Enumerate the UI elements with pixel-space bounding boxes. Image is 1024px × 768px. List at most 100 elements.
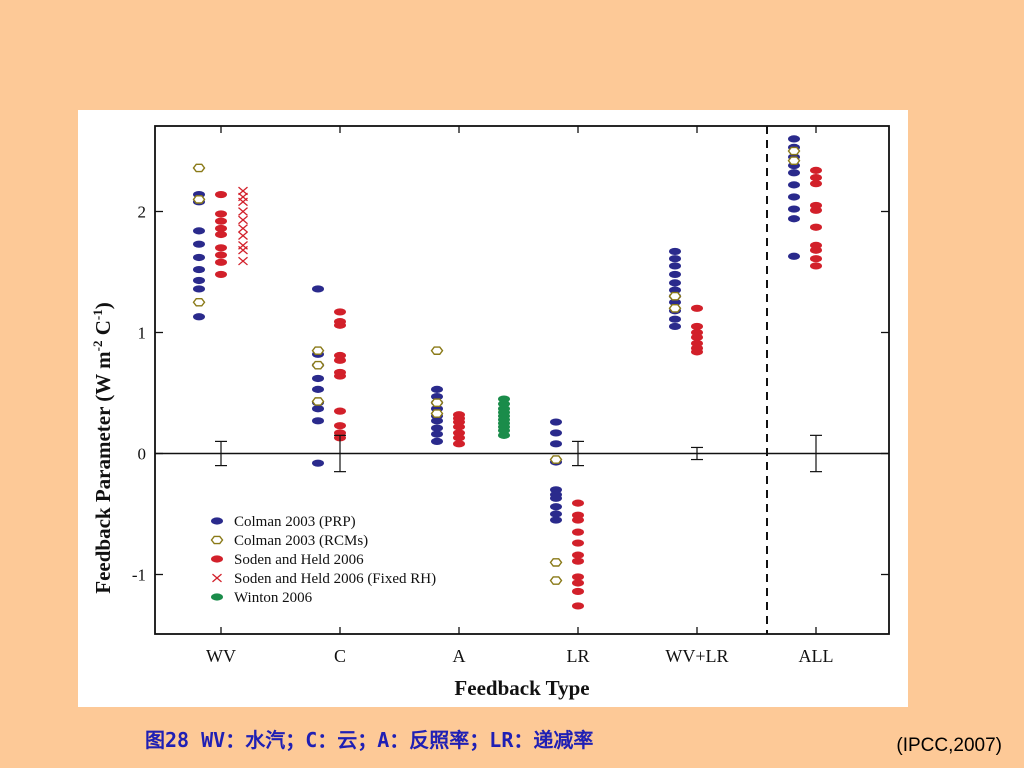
- legend: Colman 2003 (PRP) Colman 2003 (RCMs) Soden…: [210, 514, 436, 606]
- data-point: [334, 356, 346, 364]
- legend-marker: [211, 555, 223, 563]
- y-tick-label: 1: [138, 324, 147, 343]
- data-point: [312, 417, 324, 425]
- x-tick-label-a: A: [453, 646, 466, 666]
- data-point: [669, 247, 681, 256]
- data-point: [192, 163, 206, 173]
- legend-label: Colman 2003 (RCMs): [234, 533, 368, 549]
- data-point: [238, 197, 248, 207]
- data-point: [669, 255, 681, 263]
- data-markers: [192, 135, 822, 610]
- data-point: [788, 205, 800, 213]
- data-point: [810, 166, 822, 174]
- data-point-stroke-b: [238, 245, 248, 255]
- data-point: [691, 333, 703, 341]
- data-point: [193, 253, 205, 262]
- legend-item-colman-2003-prp: Colman 2003 (PRP): [211, 514, 356, 530]
- data-point: [215, 270, 227, 279]
- x-tick-labels: WV C A LR WV+LR ALL: [206, 646, 834, 666]
- data-point: [312, 285, 324, 293]
- data-point: [334, 407, 346, 415]
- data-point: [550, 418, 562, 426]
- data-point: [572, 539, 584, 547]
- plot-frame: [154, 125, 890, 635]
- data-point-stroke-b: [238, 231, 248, 241]
- data-point: [572, 528, 584, 536]
- legend-item-colman-2003-rcms: Colman 2003 (RCMs): [210, 533, 368, 549]
- data-point-stroke-b: [238, 215, 248, 225]
- series-colman-2003-prp: [193, 135, 800, 524]
- data-point: [668, 303, 682, 313]
- y-tick-labels: -1 0 1 2: [132, 203, 146, 585]
- data-point: [430, 409, 444, 418]
- data-point: [431, 424, 443, 432]
- data-point: [788, 135, 800, 143]
- data-point: [788, 193, 800, 201]
- data-point: [193, 313, 205, 321]
- legend-item-soden-and-held-2006-fixed-rh: Soden and Held 2006 (Fixed RH): [212, 571, 436, 587]
- data-point: [193, 265, 205, 274]
- x-tick-label-c: C: [334, 646, 346, 666]
- data-point: [334, 308, 346, 316]
- data-point: [312, 459, 324, 467]
- data-point: [193, 276, 205, 285]
- data-point: [430, 398, 444, 407]
- data-point-stroke-b: [238, 186, 248, 196]
- data-point-stroke-b: [238, 207, 248, 216]
- data-point: [572, 551, 584, 559]
- data-point: [311, 346, 325, 355]
- legend-marker-stroke-b: [212, 573, 222, 583]
- legend-marker: [211, 593, 223, 601]
- data-point: [550, 510, 562, 518]
- data-point: [192, 195, 206, 204]
- x-axis-label: Feedback Type: [454, 676, 589, 700]
- data-point: [238, 231, 248, 241]
- data-point: [215, 190, 227, 199]
- legend-label: Colman 2003 (PRP): [234, 514, 356, 530]
- data-point: [810, 180, 822, 188]
- data-point: [431, 385, 443, 393]
- data-point: [572, 573, 584, 581]
- data-point: [549, 576, 563, 585]
- legend-marker: [211, 517, 223, 525]
- data-point: [238, 245, 248, 255]
- data-point: [334, 372, 346, 380]
- series-soden-and-held-2006: [215, 166, 822, 610]
- data-point: [550, 516, 562, 524]
- axis-ticks: [155, 126, 889, 634]
- legend-marker: [210, 535, 224, 545]
- data-point: [787, 156, 801, 165]
- data-point: [669, 279, 681, 287]
- data-point: [431, 437, 443, 445]
- data-point: [788, 215, 800, 223]
- data-point: [810, 223, 822, 231]
- data-point: [669, 322, 681, 331]
- data-point: [788, 252, 800, 260]
- data-point: [810, 246, 822, 254]
- data-point: [691, 348, 703, 356]
- y-tick-label: 0: [138, 445, 147, 464]
- data-point: [215, 230, 227, 239]
- data-point: [810, 255, 822, 263]
- data-point: [788, 169, 800, 177]
- data-point: [238, 207, 248, 216]
- y-tick-label: -1: [132, 566, 146, 585]
- data-point: [691, 322, 703, 331]
- data-point: [669, 262, 681, 270]
- data-point-stroke-b: [238, 256, 248, 266]
- legend-marker: [212, 573, 222, 583]
- data-point: [453, 434, 465, 442]
- data-point: [550, 503, 562, 511]
- data-point: [572, 499, 584, 507]
- data-point: [669, 270, 681, 279]
- data-point: [238, 186, 248, 196]
- data-point: [550, 494, 562, 502]
- data-point: [691, 304, 703, 312]
- legend-label: Winton 2006: [234, 590, 313, 606]
- data-point: [498, 431, 510, 439]
- feedback-scatter-chart: -1 0 1 2 WV C A LR WV+LR ALL Feedback Type Feedb…: [90, 125, 890, 700]
- data-point: [334, 321, 346, 329]
- citation: (IPCC,2007): [896, 735, 1002, 756]
- data-point: [312, 385, 324, 393]
- data-point: [193, 227, 205, 235]
